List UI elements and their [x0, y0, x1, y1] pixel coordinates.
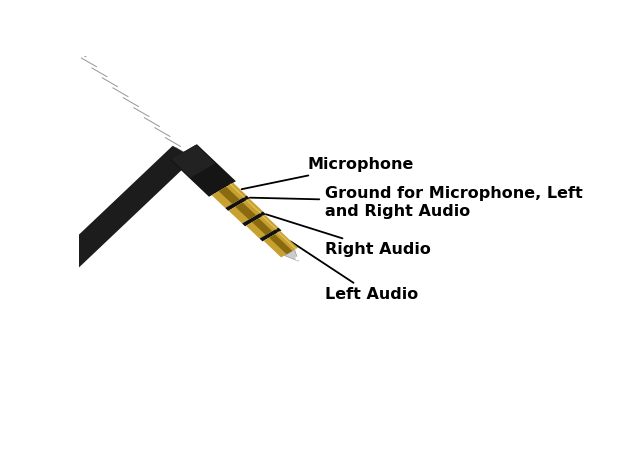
- Polygon shape: [264, 231, 298, 257]
- Polygon shape: [284, 250, 299, 261]
- Polygon shape: [225, 196, 250, 211]
- Polygon shape: [228, 198, 263, 223]
- Polygon shape: [212, 183, 247, 208]
- Polygon shape: [269, 234, 292, 254]
- Text: Left Audio: Left Audio: [291, 242, 418, 302]
- Polygon shape: [252, 219, 272, 235]
- Text: Microphone: Microphone: [242, 157, 414, 189]
- Text: Right Audio: Right Audio: [266, 214, 431, 257]
- Polygon shape: [171, 145, 215, 178]
- Polygon shape: [246, 215, 279, 239]
- Polygon shape: [242, 212, 266, 227]
- Polygon shape: [219, 187, 240, 204]
- Polygon shape: [235, 203, 256, 219]
- Polygon shape: [260, 227, 281, 242]
- Polygon shape: [170, 144, 236, 197]
- Polygon shape: [0, 146, 194, 357]
- Text: Ground for Microphone, Left
and Right Audio: Ground for Microphone, Left and Right Au…: [250, 186, 582, 219]
